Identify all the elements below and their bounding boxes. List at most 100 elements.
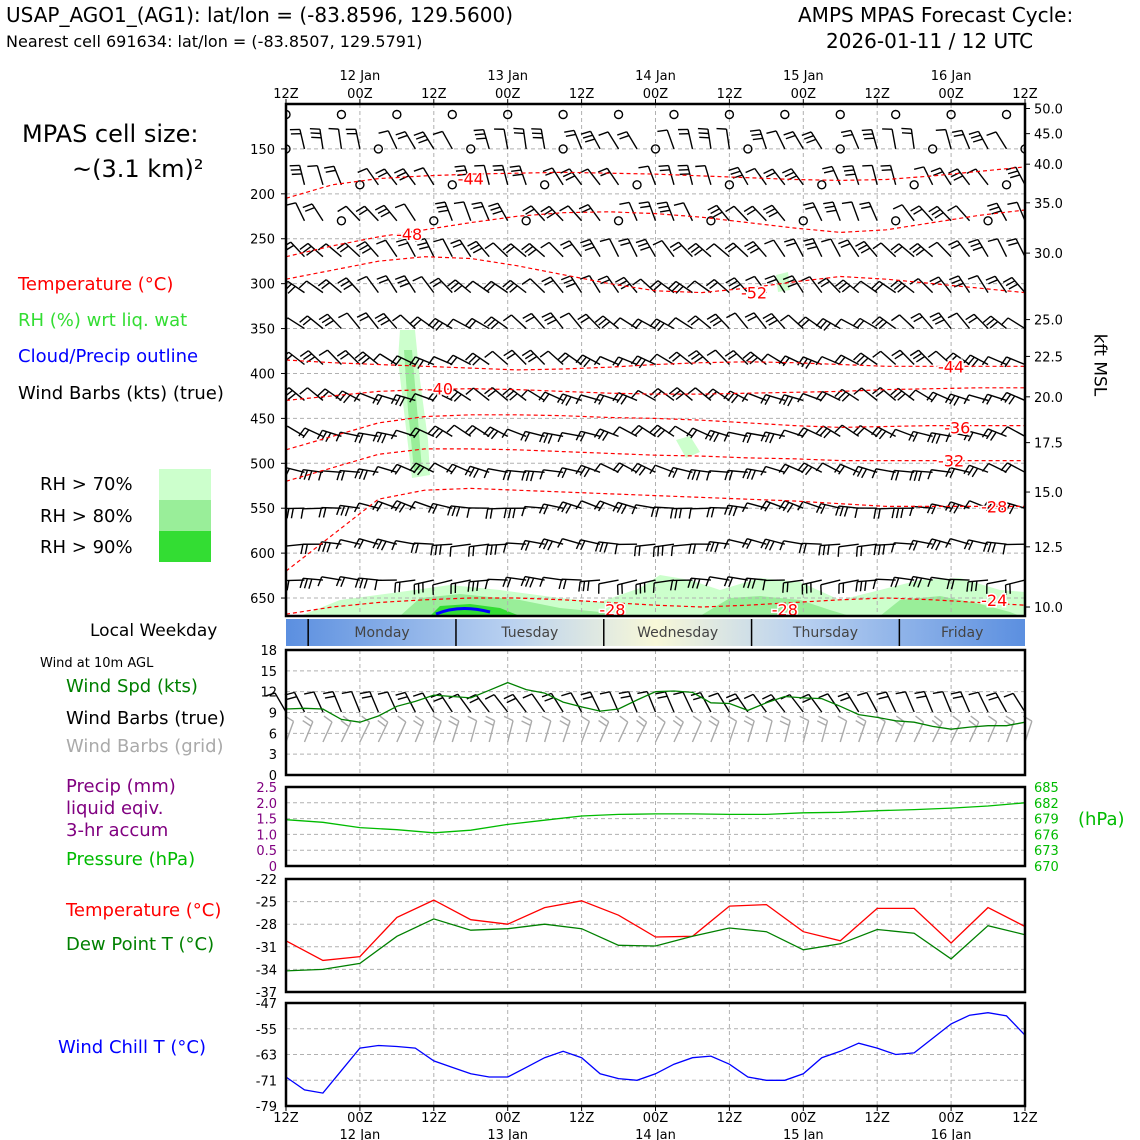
bottom-time-tick-label: 12Z <box>273 1111 299 1126</box>
wind-barb-flag <box>512 173 523 177</box>
pressure-tick-label: 550 <box>250 502 275 517</box>
wind-barb-flag <box>699 136 710 139</box>
wind-barb-flag <box>270 430 277 437</box>
wind-barb-flag <box>706 349 716 357</box>
y-tick-label: -31 <box>256 941 277 956</box>
wind-barb-flag <box>918 471 923 482</box>
wind-barb-flag <box>435 322 444 331</box>
wind-barb-flag <box>766 278 777 284</box>
wind-barb <box>754 276 767 294</box>
wind-barb <box>421 276 435 294</box>
wind-barb-flag <box>843 506 849 517</box>
wind-barb <box>319 129 324 150</box>
wind-barb <box>1015 238 1025 258</box>
wind-barb-flag <box>909 470 914 481</box>
wind-barb-flag <box>394 275 405 281</box>
calm-wind-circle <box>286 109 291 120</box>
wind-barb <box>550 276 564 294</box>
wind-barb-flag <box>579 432 586 442</box>
sfc-wind-barb-true-flag <box>952 695 963 700</box>
sfc-wind-barb-grid-flag <box>799 715 809 722</box>
wind-barb <box>286 255 287 257</box>
wind-barb-flag <box>415 135 426 140</box>
sfc-wind-barb-grid-flag <box>600 715 610 723</box>
wind-barb <box>990 315 1007 330</box>
wind-barb-flag <box>827 544 830 555</box>
top-time-tick-label: 12Z <box>1012 87 1038 102</box>
wind-barb-flag <box>661 545 664 556</box>
wind-barb-flag <box>577 313 587 321</box>
wind-barb-flag <box>821 238 832 243</box>
wind-barb <box>568 168 583 186</box>
calm-wind-circle <box>539 180 550 190</box>
sfc-wind-barb-true-flag <box>932 690 943 695</box>
isotherm-line <box>286 359 1025 371</box>
wind-barb <box>580 579 601 583</box>
wind-barb <box>452 318 472 330</box>
wind-barb-flag <box>732 506 738 517</box>
wind-barb-flag <box>658 205 669 209</box>
wind-barb-flag <box>413 131 424 137</box>
wind-barb-flag <box>692 543 697 555</box>
wind-barb-flag <box>432 504 438 514</box>
wind-barb-flag <box>474 133 485 136</box>
wind-barb-flag <box>765 316 775 323</box>
wind-barb-flag <box>768 319 778 326</box>
sfc-wind-barb-true-flag <box>637 690 648 695</box>
wind-barb <box>635 504 656 509</box>
wind-barb <box>295 202 306 222</box>
wind-barb <box>767 353 786 366</box>
kft-tick-label: 45.0 <box>1034 128 1063 143</box>
wind-barb-flag <box>653 320 661 330</box>
wind-barb <box>737 167 749 186</box>
wind-barb-flag <box>764 539 771 550</box>
sfc-wind-barb-true-flag <box>541 692 552 698</box>
wind-barb <box>871 129 878 150</box>
bottom-date-label: 15 Jan <box>783 1128 824 1140</box>
wind-barb-flag <box>970 242 981 248</box>
wind-barb <box>945 129 952 150</box>
isotherm-label: -32 <box>938 452 964 471</box>
wind-barb-flag <box>580 540 586 551</box>
wind-barb-flag <box>1004 503 1011 513</box>
wind-barb-flag <box>593 394 601 404</box>
sfc-wind-barb-grid <box>931 721 943 743</box>
wind-barb <box>809 276 823 294</box>
wind-barb-flag <box>575 539 582 550</box>
wind-barb-flag <box>612 356 620 366</box>
kft-tick-label: 12.5 <box>1034 541 1063 556</box>
sfc-wind-barb-grid-flag <box>302 719 312 727</box>
wind-barb-flag <box>945 352 954 361</box>
wind-barb-flag <box>397 278 408 284</box>
wind-barb-flag <box>650 506 655 517</box>
wind-barb <box>396 429 416 438</box>
wind-barb-flag <box>856 467 863 477</box>
wind-barb-flag <box>762 580 766 591</box>
wind-barb-flag <box>800 276 810 282</box>
sfc-wind-barb-true-flag <box>916 695 927 699</box>
wind-barb-flag <box>805 242 816 246</box>
wind-barb <box>656 353 675 366</box>
sfc-wind-barb-true-flag <box>286 696 297 700</box>
sfc-wind-barb-grid-flag <box>377 719 387 728</box>
calm-wind-circle <box>835 144 845 154</box>
wind-barb-flag <box>804 466 813 476</box>
wind-barb-flag <box>502 470 507 481</box>
wind-barb-flag <box>1004 464 1012 474</box>
wind-barb <box>581 500 601 509</box>
wind-barb <box>450 579 471 585</box>
sfc-wind-barb-grid <box>322 721 333 743</box>
wind-barb <box>889 165 897 186</box>
wind-barb-flag <box>616 503 623 513</box>
wind-barb-flag <box>634 320 643 330</box>
wind-barb-flag <box>564 129 575 133</box>
sfc-wind-barb-true-flag <box>469 697 480 704</box>
sfc-wind-barb-true <box>995 692 1008 713</box>
wind-barb <box>647 165 657 186</box>
sfc-wind-barb-grid-flag <box>340 719 350 728</box>
wind-barb-flag <box>672 468 678 478</box>
sfc-wind-barb-true-flag <box>895 691 906 695</box>
wind-barb <box>506 469 527 473</box>
wind-barb-flag <box>874 428 883 438</box>
